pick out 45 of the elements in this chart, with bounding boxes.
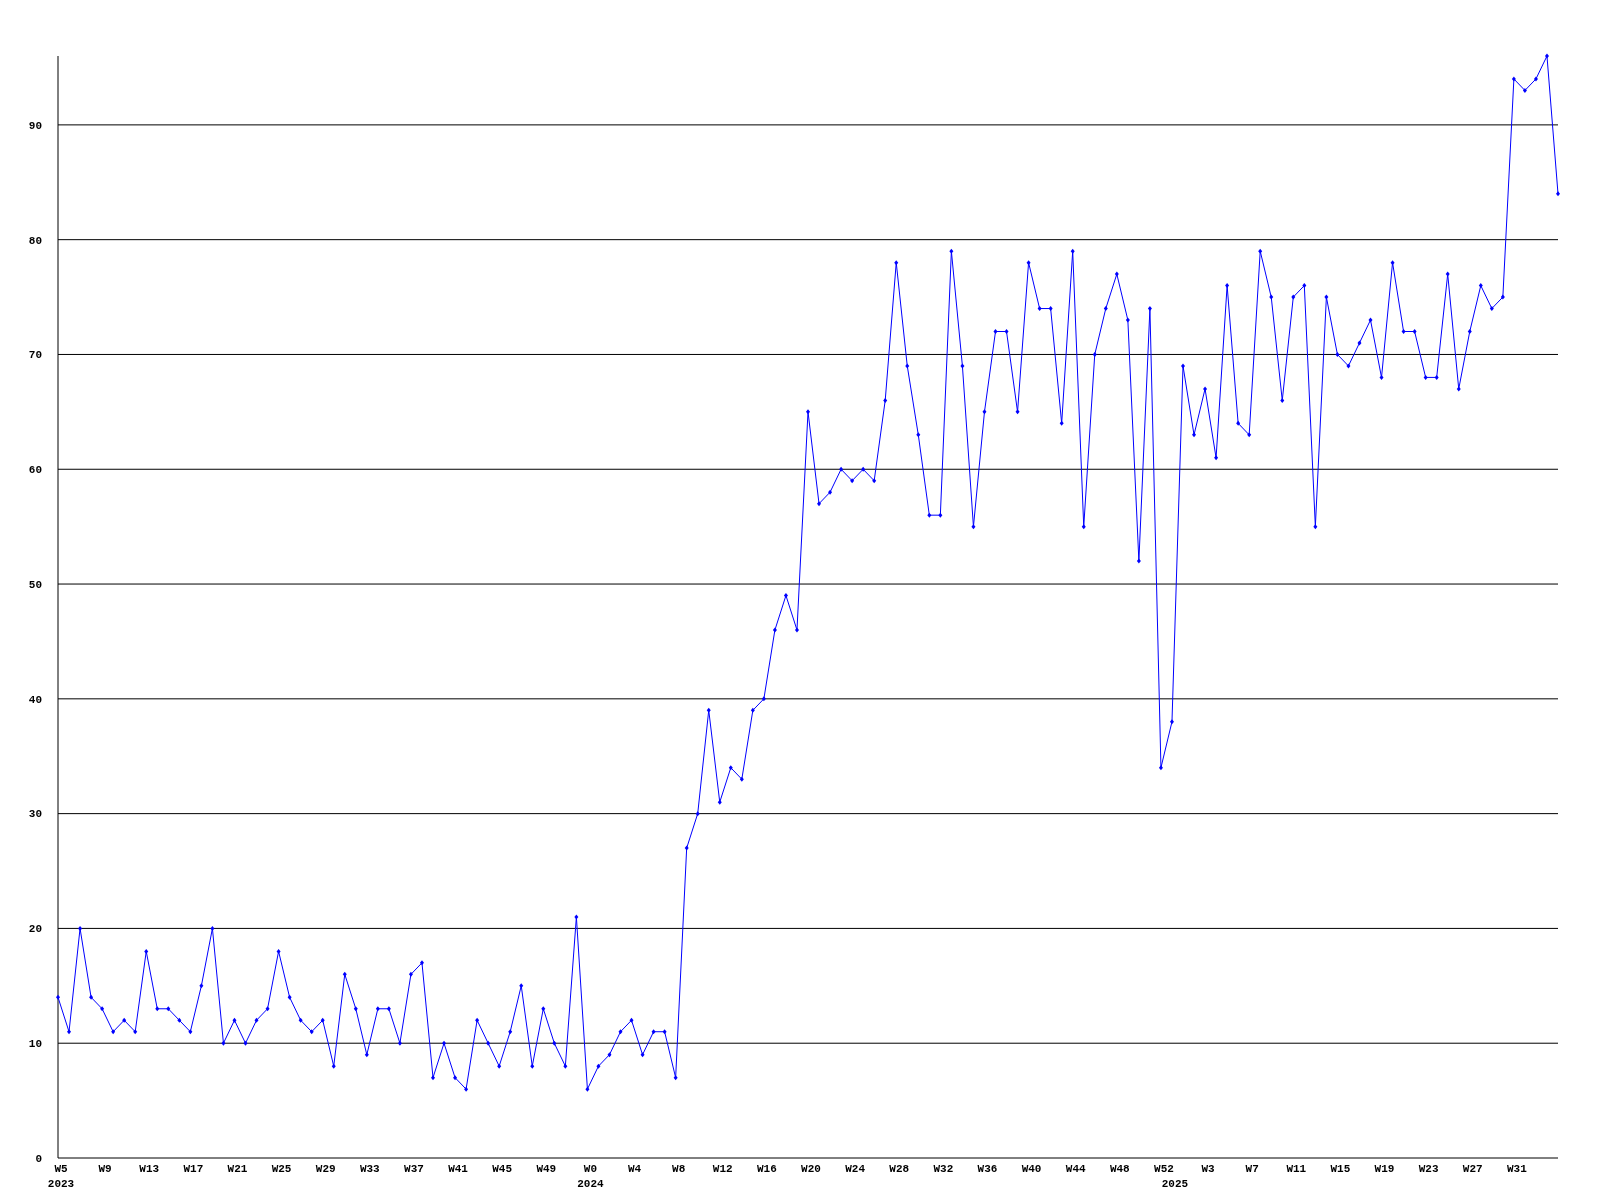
y-tick-label: 20 — [28, 923, 42, 936]
x-tick-label: W0 2024 — [577, 1163, 605, 1190]
x-tick-label: W12 — [712, 1163, 733, 1175]
x-tick-label: W28 — [889, 1163, 910, 1175]
x-tick-label: W27 — [1462, 1163, 1483, 1175]
x-tick-label: W33 — [359, 1163, 381, 1175]
x-tick-label: W17 — [183, 1163, 204, 1175]
x-tick-label: W48 — [1109, 1163, 1131, 1175]
x-tick-label: W5 2023 — [47, 1163, 75, 1190]
x-tick-label: W20 — [801, 1163, 821, 1175]
x-tick-label: W11 — [1286, 1163, 1307, 1175]
x-tick-label: W31 — [1506, 1163, 1528, 1175]
x-tick-label: W25 — [271, 1163, 292, 1175]
y-tick-label: 70 — [28, 349, 42, 362]
x-tick-label: W45 — [492, 1163, 513, 1175]
y-tick-label: 40 — [28, 693, 42, 706]
x-tick-label: W13 — [139, 1163, 160, 1175]
x-tick-label: W36 — [977, 1163, 998, 1175]
x-tick-label: W37 — [404, 1163, 424, 1175]
y-tick-label: 60 — [28, 464, 42, 477]
x-tick-label: W41 — [448, 1163, 469, 1175]
x-tick-label: W19 — [1374, 1163, 1395, 1175]
x-tick-label: W21 — [227, 1163, 248, 1175]
x-tick-label: W8 — [672, 1163, 686, 1175]
y-tick-label: 50 — [28, 578, 42, 591]
x-tick-label: W9 — [98, 1163, 112, 1175]
x-tick-label: W29 — [315, 1163, 336, 1175]
x-tick-label: W23 — [1418, 1163, 1439, 1175]
y-tick-label: 30 — [28, 808, 42, 821]
x-tick-label: 2025 — [1161, 1178, 1189, 1190]
x-tick-label: W44 — [1065, 1163, 1086, 1175]
y-tick-label: 10 — [28, 1038, 42, 1051]
x-tick-label: W40 — [1021, 1163, 1042, 1175]
x-tick-label: W7 — [1245, 1163, 1259, 1175]
x-tick-label: W3 — [1201, 1163, 1216, 1175]
y-tick-label: 80 — [28, 234, 42, 247]
x-tick-label: W15 — [1330, 1163, 1351, 1175]
x-tick-label: W24 — [845, 1163, 866, 1175]
x-tick-label: W16 — [756, 1163, 777, 1175]
x-tick-label: W32 — [933, 1163, 954, 1175]
y-tick-label: 90 — [28, 119, 42, 132]
x-tick-label: W4 — [627, 1163, 642, 1175]
y-tick-label: 0 — [35, 1152, 42, 1165]
x-tick-label: W49 — [536, 1163, 557, 1175]
x-tick-label: W52 — [1154, 1163, 1174, 1175]
